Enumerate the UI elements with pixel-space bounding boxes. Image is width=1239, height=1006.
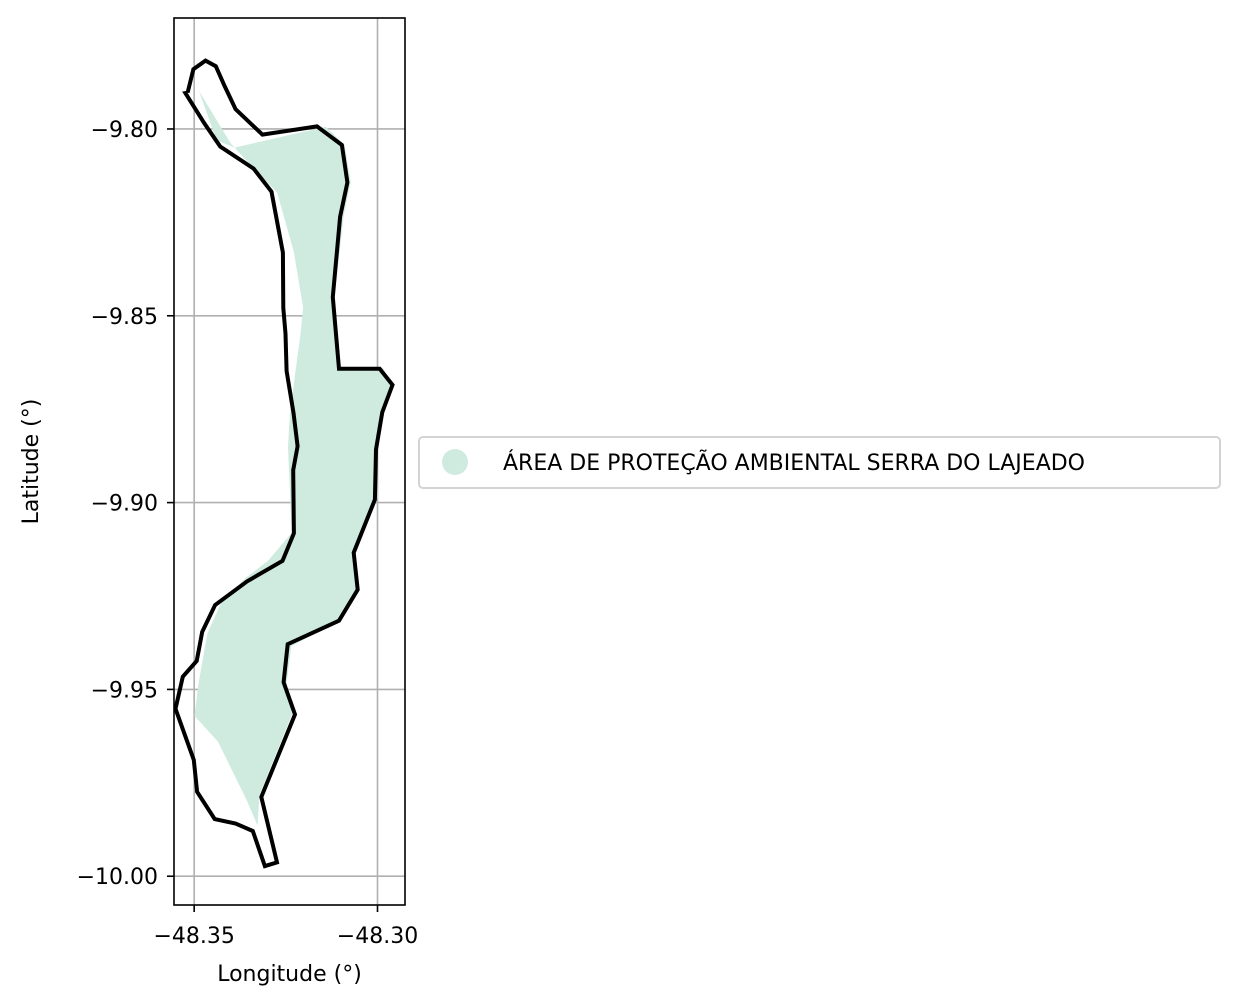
y-tick-label: −9.85 (91, 305, 158, 330)
y-tick-label: −9.90 (91, 492, 158, 517)
legend-label: ÁREA DE PROTEÇÃO AMBIENTAL SERRA DO LAJE… (503, 449, 1085, 476)
x-axis-title: Longitude (°) (217, 962, 362, 987)
x-tick-label: −48.30 (337, 924, 418, 949)
y-axis-title: Latitude (°) (19, 399, 44, 525)
y-tick-label: −10.00 (77, 865, 158, 890)
legend-marker (442, 449, 468, 475)
y-tick-label: −9.80 (91, 118, 158, 143)
legend: ÁREA DE PROTEÇÃO AMBIENTAL SERRA DO LAJE… (419, 437, 1220, 488)
y-tick-label: −9.95 (91, 678, 158, 703)
x-tick-label: −48.35 (153, 924, 234, 949)
